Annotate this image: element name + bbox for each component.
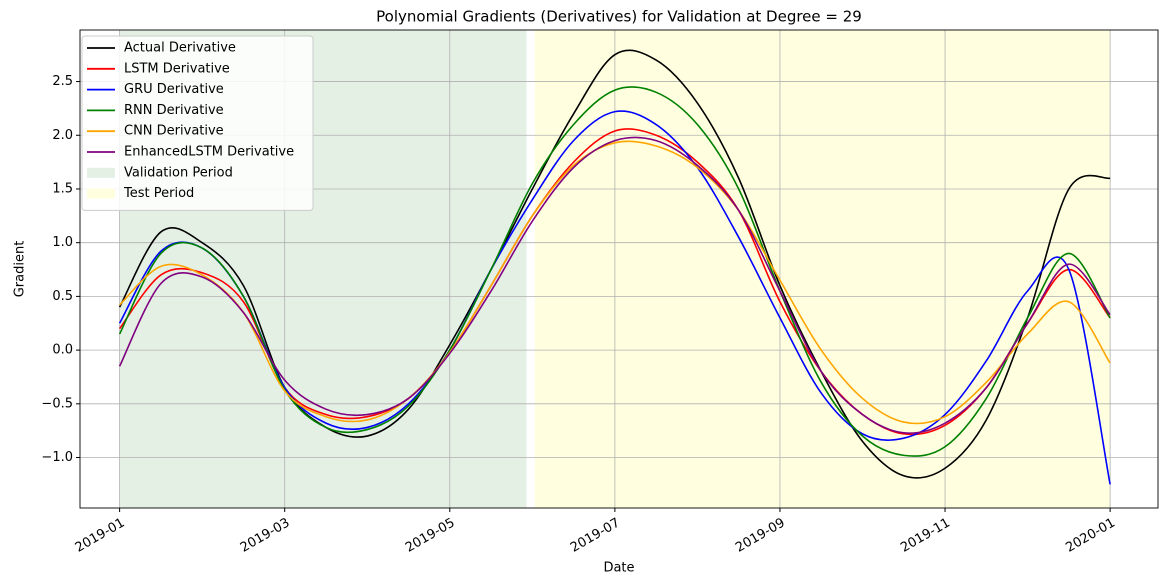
y-tick-label: 1.5	[52, 181, 73, 196]
x-tick-label: 2019-05	[403, 516, 458, 556]
legend-label: RNN Derivative	[124, 103, 224, 118]
y-tick-label: 1.0	[52, 235, 73, 250]
x-tick-label: 2019-09	[733, 516, 788, 556]
legend-label: Actual Derivative	[124, 41, 236, 56]
y-tick-label: 0.0	[52, 343, 73, 358]
plot-lines	[118, 49, 1111, 485]
series-line	[118, 86, 1111, 457]
legend-label: EnhancedLSTM Derivative	[124, 145, 294, 160]
y-tick-label: 2.5	[52, 74, 73, 89]
y-tick-label: 2.0	[52, 128, 73, 143]
series-line	[119, 140, 1111, 425]
y-tick-label: −1.0	[41, 450, 73, 465]
plot-frame	[79, 29, 1159, 509]
chart-title: Polynomial Gradients (Derivatives) for V…	[376, 8, 862, 26]
x-tick-label: 2019-07	[568, 516, 623, 556]
x-axis-label: Date	[603, 561, 634, 576]
legend-label: GRU Derivative	[124, 82, 224, 97]
legend-label: Test Period	[123, 186, 194, 201]
legend-swatch	[87, 188, 115, 199]
legend-swatch	[87, 167, 115, 178]
legend-label: Validation Period	[124, 165, 233, 180]
x-tick-label: 2019-03	[238, 516, 293, 556]
legend-label: CNN Derivative	[124, 124, 224, 139]
y-tick-label: 0.5	[52, 289, 73, 304]
legend: Actual Derivative LSTM Derivative GRU Deri…	[81, 35, 314, 211]
x-tick-label: 2019-11	[898, 516, 953, 556]
y-tick-label: −0.5	[41, 396, 73, 411]
span	[534, 30, 1111, 508]
series-line	[118, 110, 1111, 485]
x-tick-label: 2020-01	[1063, 516, 1118, 556]
x-tick-label: 2019-01	[73, 516, 128, 556]
legend-label: LSTM Derivative	[124, 61, 230, 76]
y-axis-label: Gradient	[13, 241, 28, 298]
legend-box	[81, 35, 314, 211]
series-line	[118, 136, 1111, 434]
